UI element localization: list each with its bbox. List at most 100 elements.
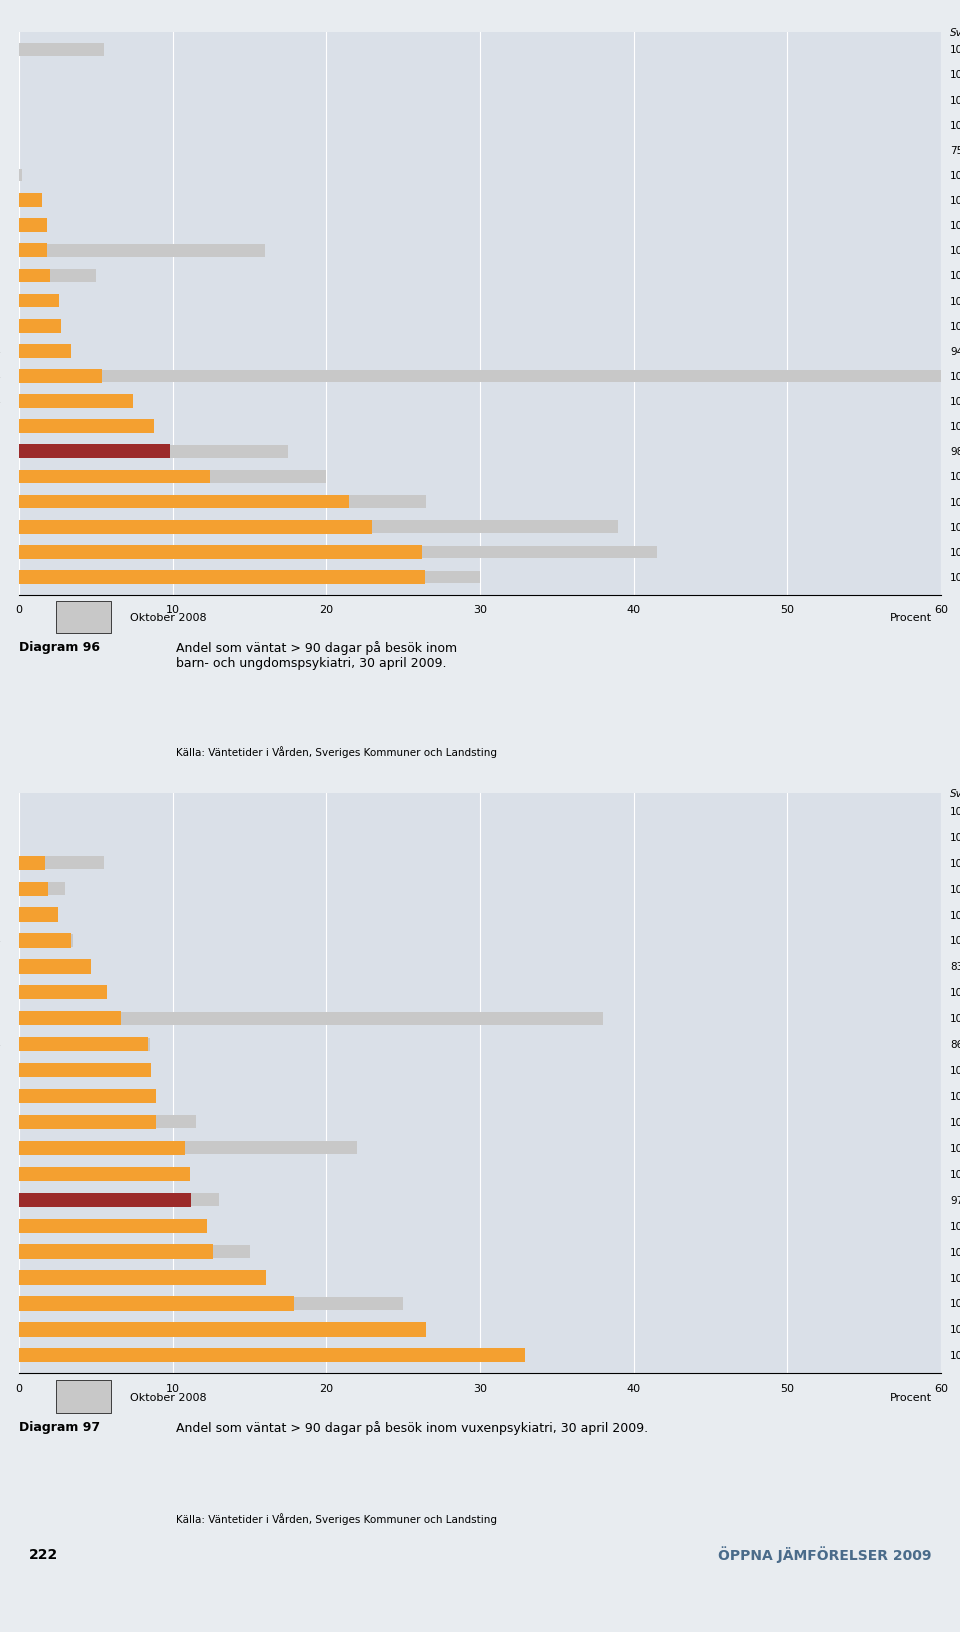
Text: Svarsfrekvens: Svarsfrekvens [950, 788, 960, 798]
Text: 100: 100 [950, 1299, 960, 1309]
Bar [19, 571, 480, 584]
Text: 100: 100 [950, 95, 960, 106]
Text: Oktober 2008: Oktober 2008 [130, 1392, 206, 1402]
Text: 100: 100 [950, 372, 960, 382]
Bar [19, 294, 60, 308]
Bar [19, 857, 45, 870]
Bar [19, 986, 96, 999]
Bar [19, 269, 50, 284]
Text: 100: 100 [950, 1325, 960, 1335]
Bar [19, 1142, 357, 1155]
Text: 100: 100 [950, 322, 960, 331]
Text: 83: 83 [950, 961, 960, 971]
Text: 100: 100 [950, 70, 960, 80]
Text: 100: 100 [950, 498, 960, 508]
Bar [19, 857, 104, 870]
Bar [19, 269, 96, 282]
Bar [19, 320, 60, 333]
Bar [19, 1090, 58, 1103]
Text: 100: 100 [950, 397, 960, 406]
Bar [19, 960, 81, 973]
Bar [19, 1038, 150, 1051]
Bar [19, 395, 132, 408]
Bar [19, 446, 288, 459]
Bar [19, 881, 48, 896]
Text: 100: 100 [950, 806, 960, 816]
Bar [19, 1322, 426, 1337]
Bar [19, 472, 326, 483]
Bar [19, 1038, 148, 1051]
Text: 100: 100 [950, 935, 960, 947]
Bar [19, 1245, 213, 1258]
Text: 100: 100 [950, 832, 960, 842]
Bar [19, 219, 47, 233]
Bar [19, 470, 209, 485]
FancyBboxPatch shape [56, 602, 111, 633]
Text: 100: 100 [950, 246, 960, 256]
Text: 100: 100 [950, 885, 960, 894]
Text: 100: 100 [950, 297, 960, 307]
Text: 100: 100 [950, 1351, 960, 1361]
Bar [19, 1219, 206, 1234]
Text: Källa: Väntetider i Vården, Sveriges Kommuner och Landsting: Källa: Väntetider i Vården, Sveriges Kom… [176, 1513, 497, 1524]
Bar [19, 907, 58, 922]
Text: 100: 100 [950, 1247, 960, 1257]
Text: 100: 100 [950, 522, 960, 532]
Text: Svarsfrekvens: Svarsfrekvens [950, 28, 960, 38]
Bar [19, 496, 426, 509]
Text: ÖPPNA JÄMFÖRELSER 2009: ÖPPNA JÄMFÖRELSER 2009 [718, 1546, 931, 1562]
Bar [19, 934, 71, 948]
Bar [19, 1271, 267, 1284]
Bar [19, 960, 91, 974]
Text: 100: 100 [950, 1142, 960, 1154]
Bar [19, 1141, 185, 1155]
Bar [19, 935, 73, 948]
Text: 100: 100 [950, 1013, 960, 1023]
Text: 100: 100 [950, 547, 960, 558]
Bar [19, 245, 47, 258]
Text: 100: 100 [950, 573, 960, 583]
Bar [19, 986, 107, 1000]
Bar [19, 421, 119, 432]
Bar [19, 1012, 121, 1027]
Bar [19, 245, 265, 258]
Bar [19, 1296, 294, 1310]
Bar [19, 370, 102, 384]
Text: Procent: Procent [890, 612, 931, 623]
Text: 100: 100 [950, 858, 960, 868]
Bar [19, 370, 941, 384]
Bar [19, 1167, 190, 1182]
Text: Oktober 2008: Oktober 2008 [130, 612, 206, 623]
Bar [19, 194, 42, 207]
Text: 100: 100 [950, 911, 960, 920]
Text: 94: 94 [950, 346, 960, 356]
Text: 75: 75 [950, 145, 960, 155]
Text: 100: 100 [950, 1221, 960, 1231]
Text: 86: 86 [950, 1040, 960, 1049]
Text: Diagram 96: Diagram 96 [19, 640, 100, 653]
Text: 100: 100 [950, 1066, 960, 1075]
Bar [19, 1297, 403, 1310]
Bar [19, 1116, 196, 1129]
Bar [19, 1193, 219, 1206]
Bar [19, 1012, 603, 1025]
Bar [19, 1167, 127, 1180]
Bar [19, 170, 22, 183]
Bar [19, 883, 65, 896]
Text: Diagram 97: Diagram 97 [19, 1420, 101, 1433]
Bar [19, 571, 424, 584]
Text: Procent: Procent [890, 1392, 931, 1402]
Text: 100: 100 [950, 271, 960, 281]
Text: 100: 100 [950, 1118, 960, 1128]
Text: 222: 222 [29, 1547, 58, 1560]
Text: 100: 100 [950, 196, 960, 206]
Bar [19, 44, 104, 57]
Text: Källa: Väntetider i Vården, Sveriges Kommuner och Landsting: Källa: Väntetider i Vården, Sveriges Kom… [176, 746, 497, 757]
Bar [19, 521, 372, 534]
Bar [19, 446, 170, 459]
Bar [19, 344, 71, 359]
Bar [19, 1245, 250, 1258]
Bar [19, 1348, 524, 1363]
Text: 98: 98 [950, 447, 960, 457]
Text: 100: 100 [950, 1273, 960, 1283]
